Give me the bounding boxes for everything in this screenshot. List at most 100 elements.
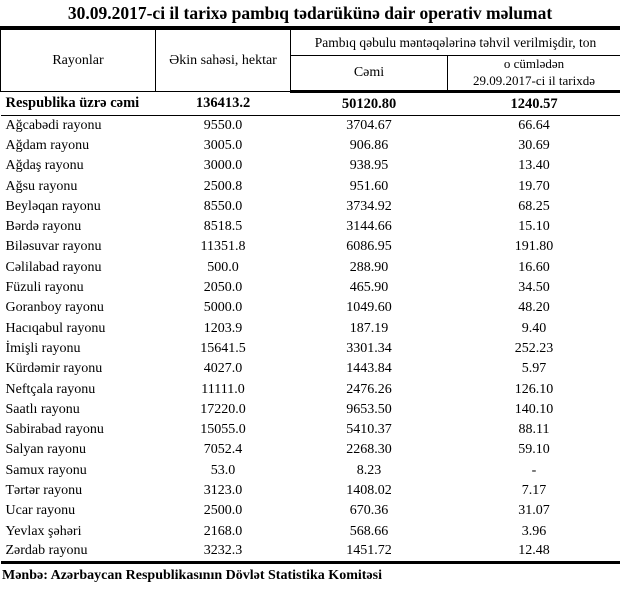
cell-name: Beyləqan rayonu	[5, 198, 101, 214]
cell-daily: 30.69	[518, 137, 550, 153]
table-header: Rayonlar Əkin sahəsi, hektar Pambıq qəbu…	[0, 29, 620, 93]
cell-name: Ağcabədi rayonu	[5, 117, 102, 133]
cell-daily: 48.20	[518, 300, 550, 316]
source-note: Mənbə: Azərbaycan Respublikasının Dövlət…	[2, 567, 382, 583]
cell-name: Ağdaş rayonu	[5, 158, 84, 174]
cell-daily: 31.07	[518, 503, 550, 519]
cell-total: 1443.84	[346, 361, 392, 377]
cell-area: 7052.4	[203, 442, 243, 458]
cell-daily: 66.64	[518, 117, 550, 133]
cell-area: 5000.0	[203, 300, 243, 316]
cell-area: 3123.0	[203, 482, 243, 498]
table-row: Samux rayonu 53.0 8.23 -	[1, 461, 620, 481]
cell-daily: 9.40	[521, 320, 547, 336]
header-o-cumleden-line2: 29.09.2017-ci il tarixdə	[472, 73, 596, 88]
cell-name: Sabirabad rayonu	[5, 422, 104, 438]
table-row: Sabirabad rayonu 15055.0 5410.37 88.11	[1, 420, 620, 440]
cell-daily: 34.50	[518, 280, 550, 296]
cell-total: 465.90	[349, 280, 389, 296]
cell-total: 2476.26	[346, 381, 392, 397]
cell-name: Goranboy rayonu	[5, 300, 104, 316]
cell-total: 1451.72	[346, 543, 392, 559]
cell-daily: -	[531, 462, 537, 478]
cell-area: 136413.2	[155, 91, 291, 116]
table-row: Saatlı rayonu 17220.0 9653.50 140.10	[1, 400, 620, 420]
cell-area: 1203.9	[203, 320, 243, 336]
cell-total: 5410.37	[346, 422, 392, 438]
header-tehvil-group: Pambıq qəbulu məntəqələrinə təhvil veril…	[290, 29, 620, 56]
cell-name: Tərtər rayonu	[5, 482, 83, 498]
cell-daily: 1240.57	[447, 91, 620, 116]
cell-total: 50120.80	[290, 91, 448, 116]
table-row: Biləsuvar rayonu 11351.8 6086.95 191.80	[1, 237, 620, 257]
cell-daily: 191.80	[514, 239, 554, 255]
cell-area: 8518.5	[203, 219, 243, 235]
cell-name: Yevlax şəhəri	[5, 523, 82, 539]
cell-total: 2268.30	[346, 442, 392, 458]
data-table: Rayonlar Əkin sahəsi, hektar Pambıq qəbu…	[0, 29, 620, 564]
cell-total: 938.95	[349, 158, 389, 174]
table-row: Ağdaş rayonu 3000.0 938.95 13.40	[1, 156, 620, 176]
table-row: Cəlilabad rayonu 500.0 288.90 16.60	[1, 258, 620, 278]
cell-total: 6086.95	[346, 239, 392, 255]
cell-area: 53.0	[210, 462, 236, 478]
header-o-cumleden-line1: o cümlədən	[503, 56, 565, 72]
cell-area: 15055.0	[200, 422, 246, 438]
cell-area: 2168.0	[203, 523, 243, 539]
table-row: Ağdam rayonu 3005.0 906.86 30.69	[1, 136, 620, 156]
table-row: Ağsu rayonu 2500.8 951.60 19.70	[1, 176, 620, 196]
cell-area: 2500.8	[203, 178, 243, 194]
cell-name: Samux rayonu	[5, 462, 87, 478]
cell-daily: 13.40	[518, 158, 550, 174]
cell-name: Bərdə rayonu	[5, 219, 82, 235]
cell-daily: 59.10	[518, 442, 550, 458]
cell-total: 951.60	[349, 178, 389, 194]
table-row: Salyan rayonu 7052.4 2268.30 59.10	[1, 440, 620, 460]
cell-daily: 3.96	[521, 523, 547, 539]
cell-total: 906.86	[349, 137, 389, 153]
total-row: Respublika üzrə cəmi 136413.2 50120.80 1…	[0, 91, 620, 116]
cell-area: 500.0	[207, 259, 239, 275]
table-row: Kürdəmir rayonu 4027.0 1443.84 5.97	[1, 359, 620, 379]
cell-area: 11111.0	[201, 381, 245, 397]
cell-area: 2500.0	[203, 503, 243, 519]
cell-name: Biləsuvar rayonu	[5, 239, 102, 255]
cell-total: 3704.67	[346, 117, 392, 133]
cell-total: 1049.60	[346, 300, 392, 316]
cell-daily: 12.48	[518, 543, 550, 559]
cell-total: 187.19	[349, 320, 389, 336]
cell-total: 3144.66	[346, 219, 392, 235]
cell-daily: 19.70	[518, 178, 550, 194]
header-ekin-sahesi: Əkin sahəsi, hektar	[155, 29, 291, 92]
cell-area: 4027.0	[203, 361, 243, 377]
table-row: Hacıqabul rayonu 1203.9 187.19 9.40	[1, 318, 620, 338]
table-body: Respublika üzrə cəmi 136413.2 50120.80 1…	[0, 91, 620, 563]
cell-area: 11351.8	[200, 239, 246, 255]
cell-name: Zərdab rayonu	[5, 543, 88, 559]
cell-name: Hacıqabul rayonu	[5, 320, 106, 336]
cell-area: 9550.0	[203, 117, 243, 133]
cell-name: Neftçala rayonu	[5, 381, 96, 397]
cell-daily: 252.23	[514, 340, 554, 356]
cell-area: 15641.5	[200, 340, 246, 356]
table-row: Bərdə rayonu 8518.5 3144.66 15.10	[1, 217, 620, 237]
cell-total: 288.90	[349, 259, 389, 275]
cell-total: 8.23	[356, 462, 382, 478]
cell-area: 3232.3	[203, 543, 243, 559]
table-row: Tərtər rayonu 3123.0 1408.02 7.17	[1, 481, 620, 501]
cell-daily: 88.11	[518, 422, 550, 438]
cell-area: 17220.0	[200, 401, 246, 417]
table-row: Yevlax şəhəri 2168.0 568.66 3.96	[1, 521, 620, 541]
cell-area: 3000.0	[203, 158, 243, 174]
cell-total: 3301.34	[346, 340, 392, 356]
cell-name: Salyan rayonu	[5, 442, 86, 458]
table-row: Goranboy rayonu 5000.0 1049.60 48.20	[1, 298, 620, 318]
header-cemi: Cəmi	[290, 55, 448, 93]
cell-name: Ucar rayonu	[5, 503, 76, 519]
cell-total: 568.66	[349, 523, 389, 539]
cell-daily: 16.60	[518, 259, 550, 275]
table-row: Ağcabədi rayonu 9550.0 3704.67 66.64	[1, 116, 620, 136]
cell-daily: 5.97	[521, 361, 547, 377]
cell-total: 670.36	[349, 503, 389, 519]
page-title: 30.09.2017-ci il tarixə pambıq tədarükün…	[0, 0, 620, 29]
